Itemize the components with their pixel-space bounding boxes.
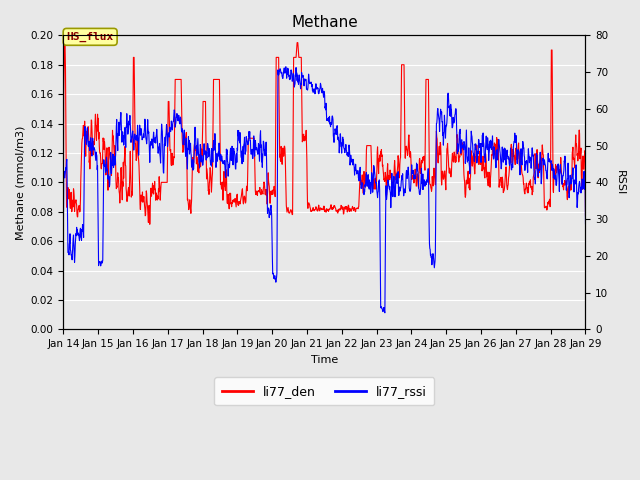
X-axis label: Time: Time [311, 355, 338, 365]
Text: HS_flux: HS_flux [67, 32, 114, 42]
Legend: li77_den, li77_rssi: li77_den, li77_rssi [214, 377, 435, 406]
Title: Methane: Methane [291, 15, 358, 30]
Y-axis label: RSSI: RSSI [615, 170, 625, 195]
Y-axis label: Methane (mmol/m3): Methane (mmol/m3) [15, 125, 25, 240]
